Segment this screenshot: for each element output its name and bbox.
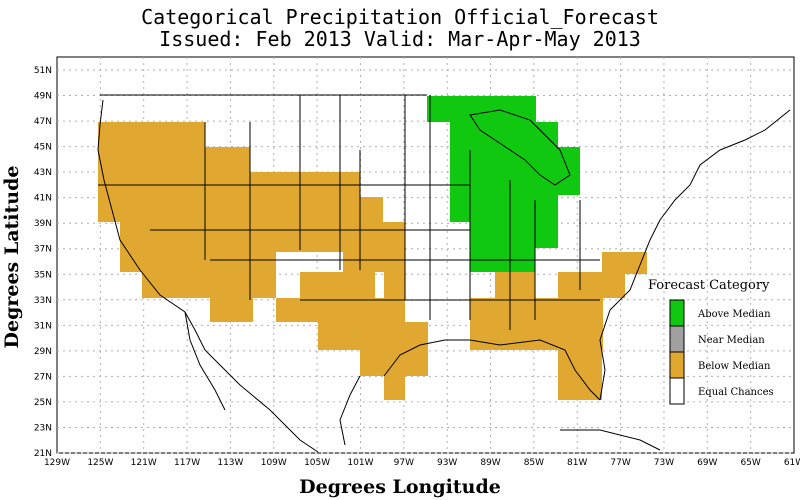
- lat-tick-label: 27N: [34, 372, 52, 382]
- lon-tick-label: 113W: [217, 458, 243, 468]
- lat-tick-label: 35N: [34, 270, 52, 280]
- great-lakes-outline: [469, 109, 571, 186]
- lat-tick-label: 41N: [34, 194, 52, 204]
- legend-label: Above Median: [697, 309, 771, 320]
- below-median-west: [98, 122, 405, 322]
- legend-swatch: [669, 351, 685, 379]
- lat-tick-label: 47N: [34, 117, 52, 127]
- lon-tick-label: 109W: [261, 458, 287, 468]
- lon-tick-label: 97W: [394, 458, 414, 468]
- lon-tick-label: 101W: [347, 458, 373, 468]
- lat-tick-label: 21N: [34, 449, 52, 459]
- lat-tick-label: 25N: [34, 398, 52, 408]
- map-title-line1: Categorical Precipitation Official_Forec…: [141, 5, 659, 29]
- mexico-gulf-coast: [339, 375, 361, 446]
- atlantic-coast: [599, 109, 791, 401]
- lat-tick-label: 49N: [34, 92, 52, 102]
- us-west-coast: [97, 99, 319, 453]
- legend-swatch: [669, 377, 685, 405]
- latitude-tick-labels: 51N 49N 47N 45N 43N 41N 39N 37N 35N 33N 31N 29N 27N 2…: [34, 66, 52, 459]
- below-median-southeast: [428, 252, 647, 400]
- longitude-tick-labels: 129W 125W 121W 117W 113W 109W 105W 101W 97W 93W 89…: [44, 458, 800, 468]
- geographic-outlines: [97, 94, 791, 453]
- lat-tick-label: 45N: [34, 143, 52, 153]
- lon-tick-label: 69W: [697, 458, 717, 468]
- lon-tick-label: 125W: [87, 458, 113, 468]
- lat-tick-label: 51N: [34, 66, 52, 76]
- lon-tick-label: 81W: [567, 458, 587, 468]
- below-median-regions: [98, 122, 647, 400]
- gulf-coast: [383, 339, 601, 401]
- x-axis-title: Degrees Longitude: [299, 476, 501, 498]
- legend-swatch: [669, 299, 685, 327]
- legend-label: Near Median: [698, 335, 765, 346]
- lon-tick-label: 65W: [740, 458, 760, 468]
- lat-tick-label: 33N: [34, 296, 52, 306]
- above-median-regions: [427, 96, 580, 272]
- lon-tick-label: 105W: [304, 458, 330, 468]
- lon-tick-label: 85W: [524, 458, 544, 468]
- legend-swatch: [669, 325, 685, 353]
- map-title-line2: Issued: Feb 2013 Valid: Mar-Apr-May 2013: [159, 27, 641, 51]
- legend-label: Equal Chances: [698, 387, 774, 398]
- state-borders: [98, 95, 600, 330]
- lon-tick-label: 129W: [44, 458, 70, 468]
- lat-tick-label: 31N: [34, 321, 52, 331]
- lat-tick-label: 43N: [34, 168, 52, 178]
- lon-tick-label: 121W: [131, 458, 157, 468]
- legend: Forecast Category Above Median Near Media…: [648, 278, 774, 405]
- lon-tick-label: 89W: [480, 458, 500, 468]
- legend-title: Forecast Category: [648, 278, 770, 293]
- cuba-outline: [560, 429, 661, 451]
- above-median-great-lakes: [427, 96, 580, 272]
- lat-tick-label: 23N: [34, 423, 52, 433]
- lat-tick-label: 29N: [34, 347, 52, 357]
- lon-tick-label: 117W: [174, 458, 200, 468]
- lon-tick-label: 77W: [610, 458, 630, 468]
- below-median-texas: [253, 252, 428, 400]
- lat-tick-label: 37N: [34, 245, 52, 255]
- baja-california: [184, 311, 226, 411]
- lon-tick-label: 61W: [784, 458, 800, 468]
- lat-tick-label: 39N: [34, 219, 52, 229]
- lon-tick-label: 93W: [437, 458, 457, 468]
- y-axis-title: Degrees Latitude: [1, 165, 23, 349]
- legend-label: Below Median: [698, 361, 771, 372]
- lon-tick-label: 73W: [654, 458, 674, 468]
